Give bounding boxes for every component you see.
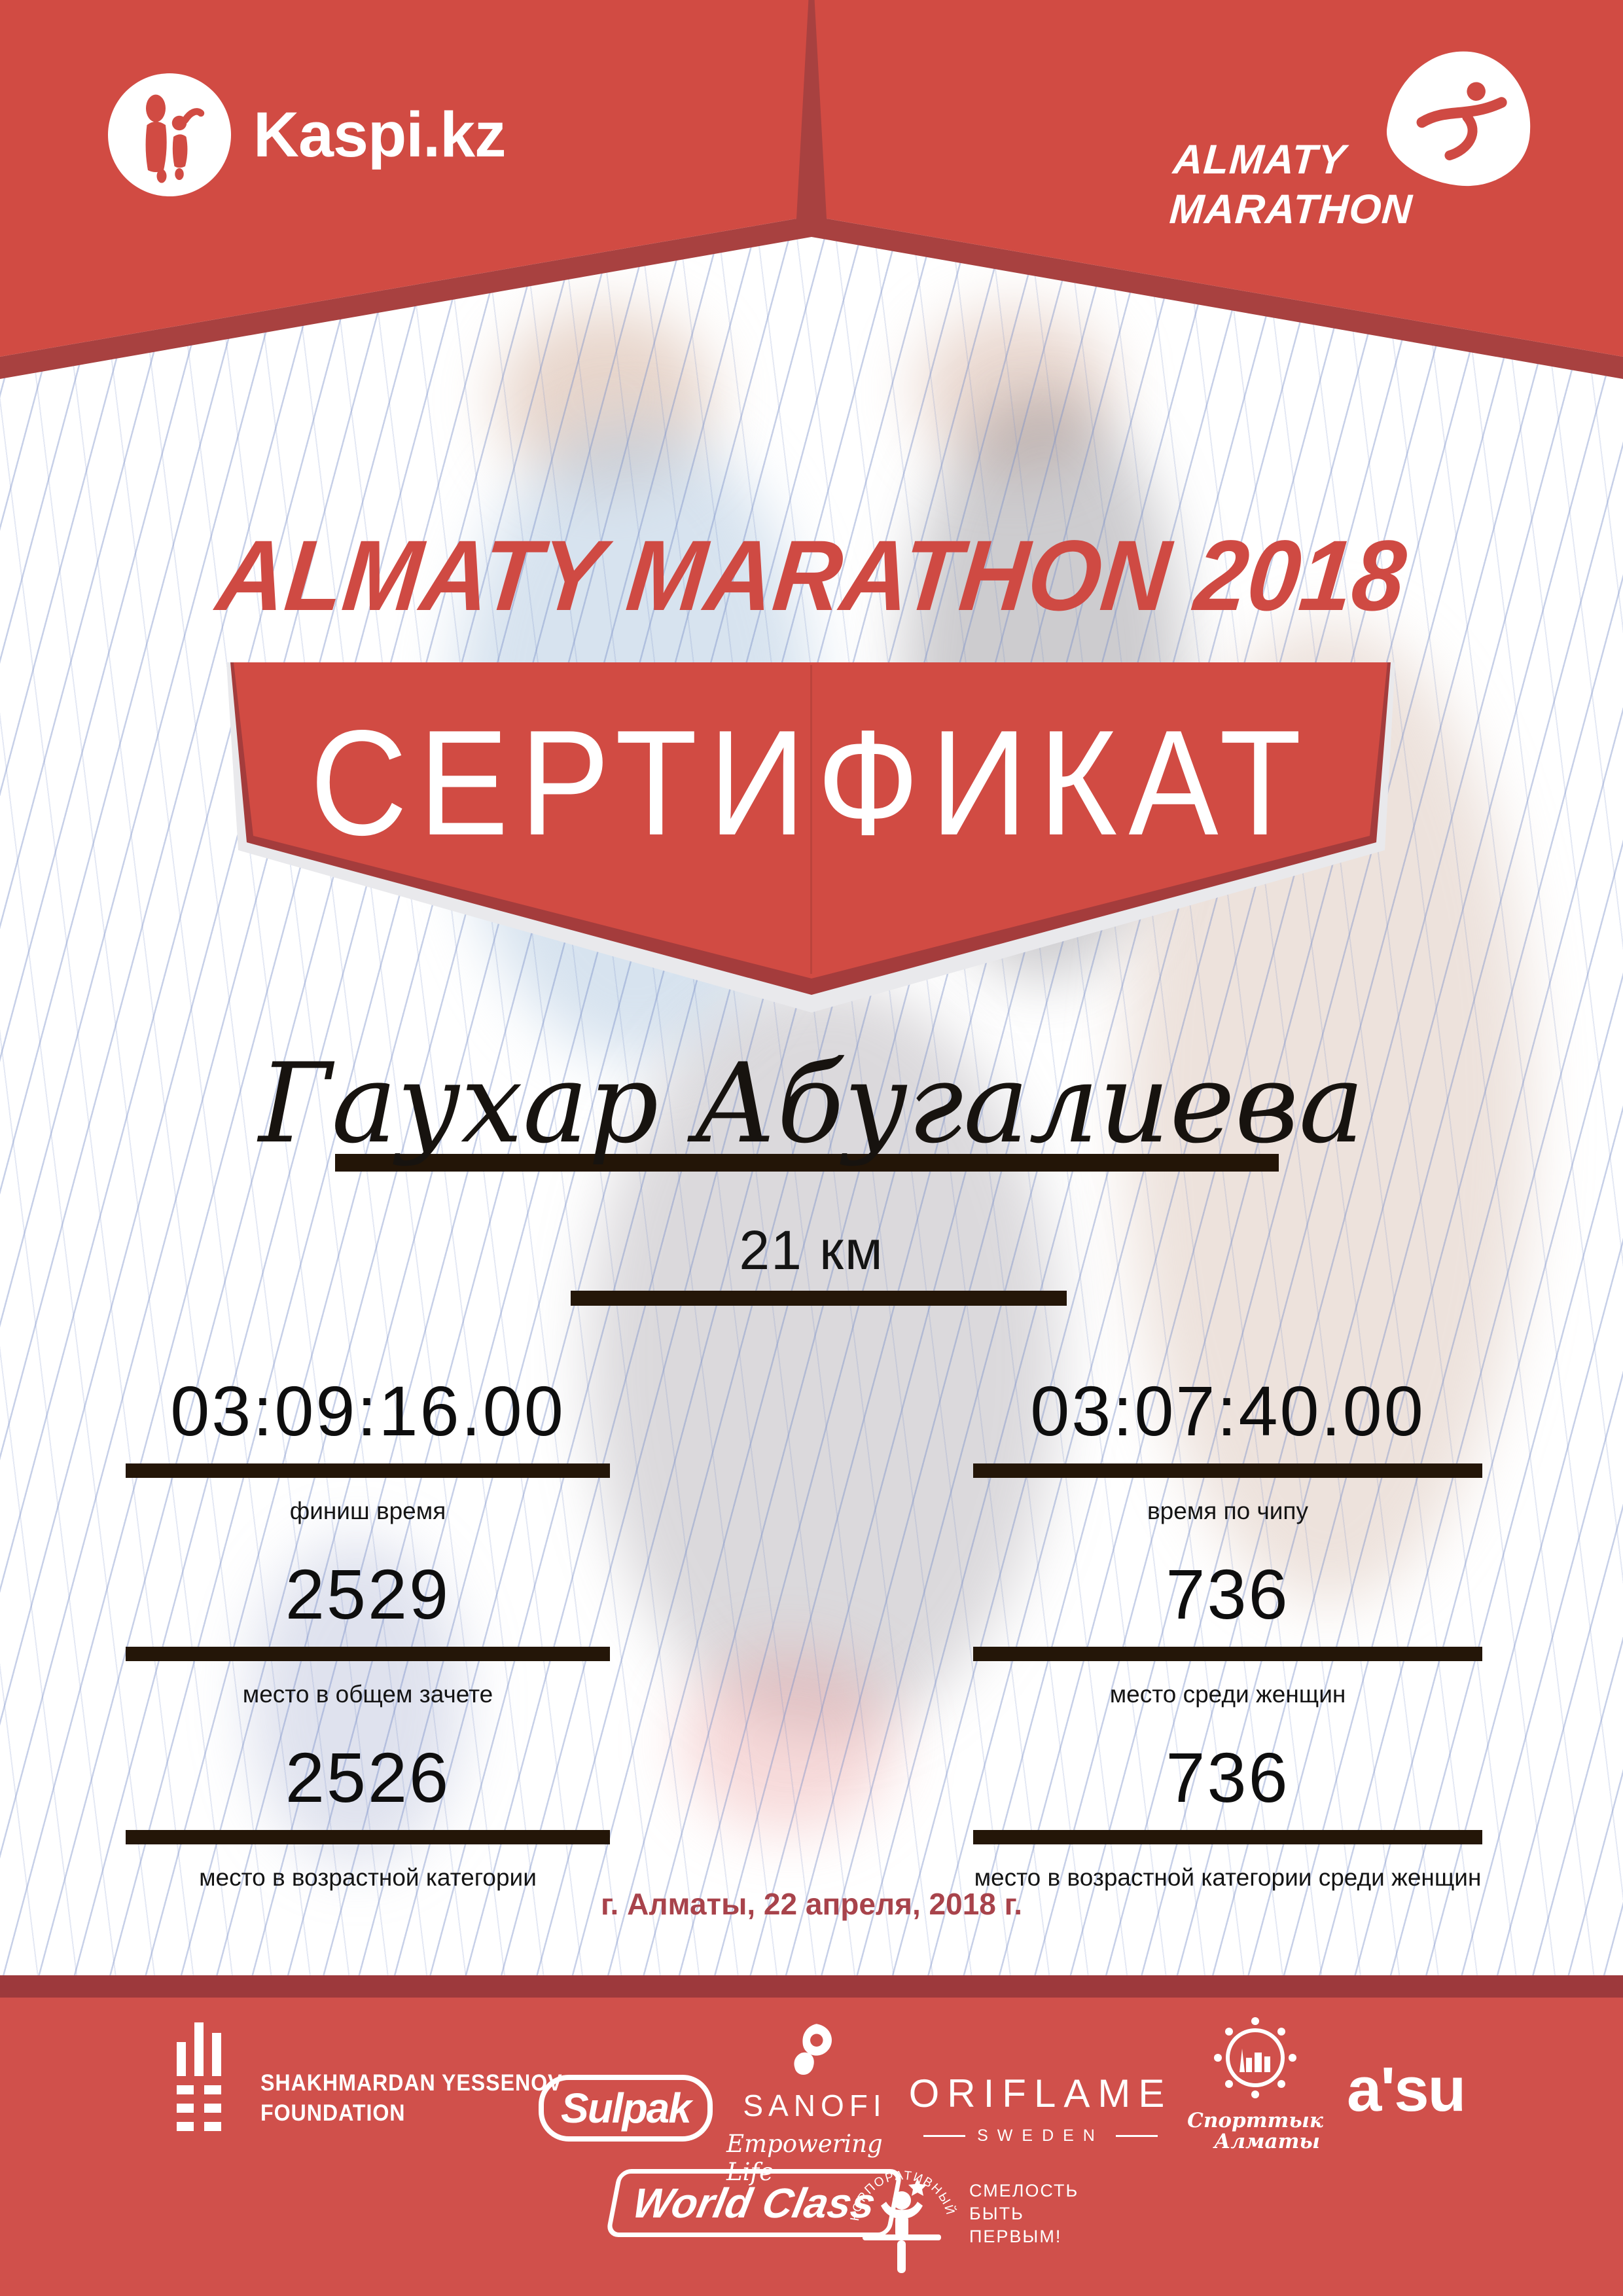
oriflame-logo: ORIFLAME SWEDEN <box>909 2071 1165 2145</box>
yessenov-line1: SHAKHMARDAN YESSENOV <box>260 2070 563 2096</box>
stat-underline <box>973 1647 1482 1661</box>
event-date: г. Алматы, 22 апреля, 2018 г. <box>601 1887 1022 1921</box>
distance-value: 21 км <box>739 1219 884 1281</box>
stat-value: 03:07:40.00 <box>1030 1371 1425 1450</box>
yessenov-bars-icon <box>177 2022 221 2131</box>
kaspi-people-icon <box>108 73 231 196</box>
sanofi-tagline: Empowering Life <box>726 2130 883 2186</box>
fund-slogan-line2: БЫТЬ <box>969 2204 1024 2223</box>
photo-blob <box>249 1538 465 1865</box>
runner-pick-icon <box>1381 43 1539 194</box>
certificate-ribbon: СЕРТИФИКАТ <box>223 662 1400 1019</box>
sporttyk-almaty-text: Спорттык Алматы <box>1187 2110 1323 2152</box>
almaty-marathon-logo-text: ALMATY MARATHON <box>1168 135 1418 234</box>
stat-value: 03:09:16.00 <box>170 1371 565 1450</box>
corporate-fund-logo: КОРПОРАТИВНЫЙ ФОНД СМЕЛОСТЬ БЫТЬ ПЕРВЫМ! <box>844 2147 1079 2281</box>
name-underline <box>335 1154 1279 1172</box>
yessenov-foundation-logo: SHAKHMARDAN YESSENOV FOUNDATION <box>177 2022 589 2132</box>
sporttyk-line2: Алматы <box>1214 2130 1320 2153</box>
photo-blob <box>589 982 1060 1734</box>
rule-left <box>923 2135 966 2137</box>
stat-underline <box>126 1647 610 1661</box>
stat-underline <box>973 1463 1482 1478</box>
oriflame-sweden-row: SWEDEN <box>923 2126 1158 2145</box>
certificate-heading: СЕРТИФИКАТ <box>310 698 1313 867</box>
sporttyk-almaty-logo: Спорттык Алматы <box>1187 2015 1323 2152</box>
sporttyk-emblem-icon <box>1214 2017 1296 2098</box>
stat-value: 736 <box>1166 1738 1290 1817</box>
kaspi-logo-text: Kaspi.kz <box>253 99 507 170</box>
kaspi-logo: Kaspi.kz <box>108 73 507 196</box>
stat-chip-time: 03:07:40.00 время по чипу <box>973 1369 1482 1525</box>
stat-finish-time: 03:09:16.00 финиш время <box>126 1369 610 1525</box>
stat-label: финиш время <box>289 1498 446 1524</box>
fund-slogan: СМЕЛОСТЬ БЫТЬ ПЕРВЫМ! <box>969 2179 1079 2248</box>
distance-underline <box>571 1291 1067 1306</box>
photo-blob <box>916 308 1113 471</box>
stat-label: время по чипу <box>1147 1498 1308 1524</box>
event-title: ALMATY MARATHON 2018 <box>212 520 1411 632</box>
yessenov-foundation-text: SHAKHMARDAN YESSENOV FOUNDATION <box>260 2068 563 2132</box>
sponsors-footer: SHAKHMARDAN YESSENOV FOUNDATION Sulpak S… <box>0 1998 1623 2296</box>
oriflame-wordmark: ORIFLAME <box>908 2072 1173 2115</box>
almaty-marathon-logo: ALMATY MARATHON <box>1168 43 1539 260</box>
sanofi-wordmark: SANOFI <box>743 2089 887 2123</box>
sanofi-logo: SANOFI Empowering Life <box>726 2021 903 2186</box>
stat-overall-place: 2529 место в общем зачете <box>126 1552 610 1708</box>
stat-women-place: 736 место среди женщин <box>973 1552 1482 1708</box>
header-band: Kaspi.kz ALMATY MARATHON <box>0 0 1623 419</box>
fund-slogan-line3: ПЕРВЫМ! <box>969 2227 1062 2246</box>
footer-dark-strip <box>0 1975 1623 1998</box>
yessenov-line2: FOUNDATION <box>260 2100 406 2126</box>
rule-right <box>1115 2135 1158 2137</box>
asu-logo: a'su <box>1347 2054 1466 2125</box>
photo-blob <box>681 1649 897 1833</box>
sanofi-bird-icon <box>794 2024 832 2075</box>
fund-slogan-line1: СМЕЛОСТЬ <box>969 2181 1079 2200</box>
almaty-marathon-logo-line2: MARATHON <box>1168 187 1414 232</box>
stat-label: место в возрастной категории среди женщи… <box>974 1864 1482 1891</box>
sporttyk-line1: Спорттык <box>1187 2109 1323 2132</box>
stat-value: 736 <box>1166 1554 1290 1634</box>
fund-runner-icon: КОРПОРАТИВНЫЙ ФОНД <box>844 2147 957 2273</box>
stat-underline <box>973 1830 1482 1844</box>
sulpak-logo: Sulpak <box>539 2075 713 2142</box>
stat-underline <box>126 1463 610 1478</box>
stat-value: 2529 <box>285 1554 451 1634</box>
stat-value: 2526 <box>285 1738 451 1817</box>
almaty-marathon-logo-line1: ALMATY <box>1171 137 1347 183</box>
stat-label: место среди женщин <box>1109 1681 1346 1708</box>
stat-age-category-women-place: 736 место в возрастной категории среди ж… <box>973 1736 1482 1892</box>
stat-label: место в общем зачете <box>242 1681 493 1708</box>
ribbon-center-crease <box>810 665 812 974</box>
oriflame-sweden-label: SWEDEN <box>977 2126 1104 2145</box>
stat-underline <box>126 1830 610 1844</box>
stat-label: место в возрастной категории <box>199 1864 537 1891</box>
stat-age-category-place: 2526 место в возрастной категории <box>126 1736 610 1892</box>
participant-name: Гаухар Абугалиева <box>259 1039 1364 1168</box>
